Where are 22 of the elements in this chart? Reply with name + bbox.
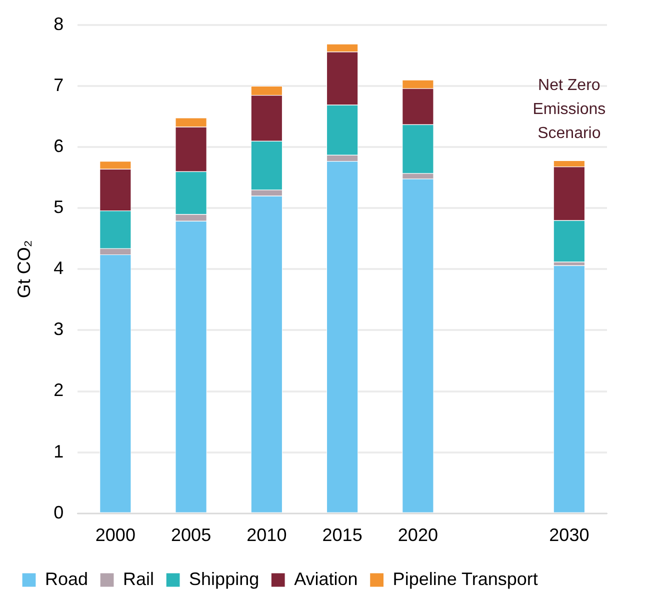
y-tick-label: 8 — [54, 14, 64, 34]
x-tick-label: 2005 — [171, 525, 212, 546]
x-tick-label: 2030 — [549, 525, 590, 546]
y-tick-label: 1 — [54, 441, 64, 462]
y-tick-label: 5 — [54, 196, 64, 217]
legend-label: Shipping — [189, 568, 260, 589]
annotation: Net Zero Emissions Scenario — [532, 77, 606, 142]
legend-label: Rail — [123, 568, 154, 589]
y-tick-label: 6 — [54, 136, 64, 156]
y-tick-label: 2 — [54, 380, 64, 400]
x-tick-label: 2000 — [95, 525, 136, 546]
x-tick-label: 2010 — [246, 525, 287, 546]
legend-label: Aviation — [294, 568, 358, 589]
y-tick-label: 7 — [54, 74, 64, 95]
legend-label: Road — [45, 568, 88, 589]
x-tick-label: 2015 — [322, 525, 362, 546]
y-tick-label: 4 — [54, 258, 64, 278]
y-tick-label: 3 — [54, 319, 64, 340]
x-tick-label: 2020 — [398, 525, 438, 546]
y-axis-title: Gt CO₂ — [14, 240, 34, 298]
legend-label: Pipeline Transport — [392, 568, 538, 589]
y-tick-label: 0 — [54, 502, 64, 522]
